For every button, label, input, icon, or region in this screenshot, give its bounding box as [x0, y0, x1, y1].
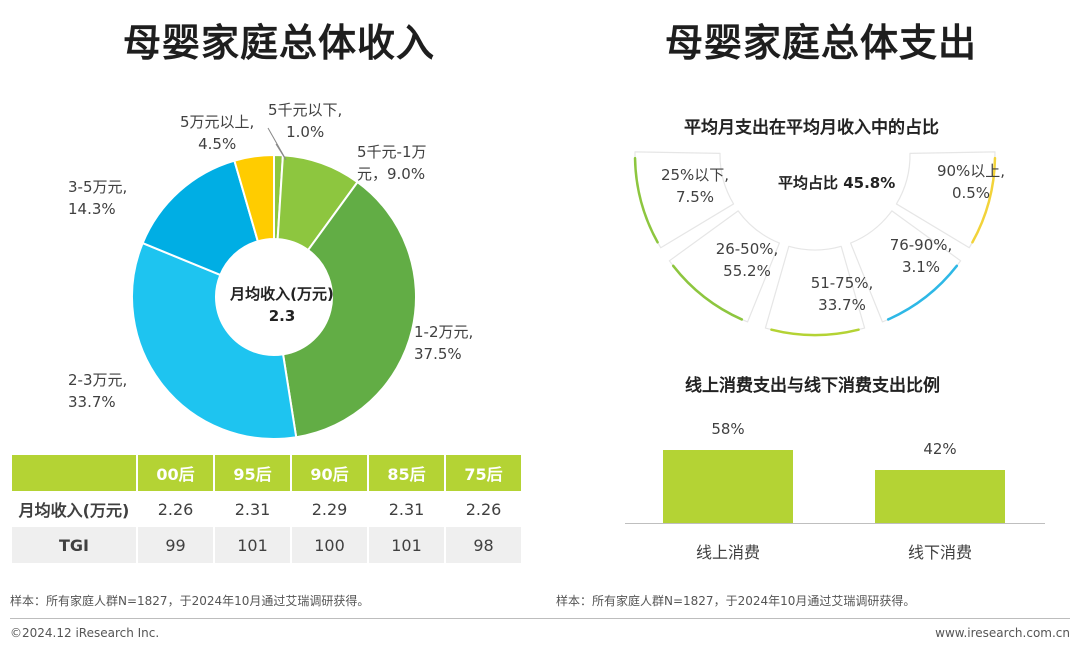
table-cell: 99	[138, 527, 213, 563]
left-sample-note: 样本：所有家庭人群N=1827，于2024年10月通过艾瑞调研获得。	[10, 594, 370, 608]
arc-card-51-75-accent	[770, 328, 860, 337]
income-donut-chart	[131, 127, 417, 440]
table-cell: 2.31	[215, 491, 290, 527]
table-row: TGI 99 101 100 101 98	[12, 527, 521, 563]
table-header-cell: 75后	[446, 455, 521, 491]
left-title: 母婴家庭总体收入	[123, 21, 436, 65]
table-header-cell: 00后	[138, 455, 213, 491]
donut-center-value: 2.3	[268, 307, 296, 325]
bar-category-label: 线下消费	[907, 543, 972, 562]
footer-divider	[10, 618, 1070, 619]
bar-baseline	[625, 523, 1045, 524]
arc-card-label-76-90: 76-90%, 3.1%	[889, 236, 953, 276]
table-header-cell: 85后	[369, 455, 444, 491]
bar-value-label: 42%	[923, 440, 957, 459]
table-cell: 101	[369, 527, 444, 563]
bar-category-label: 线上消费	[695, 543, 760, 562]
arc-card-label-26-50: 26-50%, 55.2%	[715, 240, 779, 280]
table-header-cell: 95后	[215, 455, 290, 491]
footer-copyright: ©2024.12 iResearch Inc.	[10, 626, 160, 640]
arc-card-label-over-90: 90%以上, 0.5%	[936, 162, 1006, 202]
arc-card-over-90-accent	[971, 156, 997, 244]
average-ratio-label: 平均占比 45.8%	[778, 174, 896, 192]
slice-label-20k-30k: 2-3万元, 33.7%	[68, 371, 128, 411]
slice-over-50k	[233, 153, 275, 243]
arc-chart-title: 平均月支出在平均月收入中的占比	[684, 118, 939, 138]
slice-label-10k-20k: 1-2万元, 37.5%	[414, 323, 474, 363]
bar-chart-title: 线上消费支出与线下消费支出比例	[685, 376, 940, 396]
arc-card-label-51-75: 51-75%, 33.7%	[810, 274, 874, 314]
table-cell: 2.31	[369, 491, 444, 527]
slice-label-30k-50k: 3-5万元, 14.3%	[68, 178, 128, 218]
slice-label-over-50k: 5万元以上, 4.5%	[180, 113, 255, 153]
spend-ratio-arc-chart	[633, 151, 997, 337]
arc-card-under-25-accent	[633, 156, 659, 244]
table-cell: 100	[292, 527, 367, 563]
bar-offline	[875, 470, 1005, 523]
table-cell: 2.26	[138, 491, 213, 527]
arc-card-76-90-accent	[886, 264, 959, 321]
footer-website: www.iresearch.com.cn	[935, 626, 1070, 640]
table-cell: 2.29	[292, 491, 367, 527]
bar-online	[663, 449, 793, 523]
table-row: 月均收入(万元) 2.26 2.31 2.29 2.31 2.26	[12, 491, 521, 527]
table-header-cell	[12, 455, 136, 491]
arc-card-label-under-25: 25%以下, 7.5%	[660, 166, 730, 206]
slice-label-under-5k: 5千元以下, 1.0%	[268, 101, 343, 141]
income-tgi-table: 00后 95后 90后 85后 75后 月均收入(万元) 2.26 2.31 2…	[10, 455, 523, 563]
slice-10k-20k	[281, 180, 417, 439]
donut-center-label: 月均收入(万元) 2.3	[206, 283, 358, 327]
right-sample-note: 样本：所有家庭人群N=1827，于2024年10月通过艾瑞调研获得。	[556, 594, 916, 608]
table-cell: 2.26	[446, 491, 521, 527]
donut-center-caption: 月均收入(万元)	[230, 285, 334, 303]
table-header-cell: 90后	[292, 455, 367, 491]
arc-card-26-50-accent	[671, 264, 744, 321]
slice-20k-30k	[131, 241, 298, 440]
table-cell: 101	[215, 527, 290, 563]
table-row-header: 月均收入(万元)	[12, 491, 136, 527]
leader-line	[267, 127, 286, 159]
bar-value-label: 58%	[711, 419, 745, 438]
online-offline-bar-chart: 58% 线上消费 42% 线下消费	[625, 405, 1045, 565]
table-cell: 98	[446, 527, 521, 563]
table-header-row: 00后 95后 90后 85后 75后	[12, 455, 521, 491]
table-row-header: TGI	[12, 527, 136, 563]
right-title: 母婴家庭总体支出	[665, 21, 978, 65]
slice-label-5k-10k: 5千元-1万 元，9.0%	[357, 143, 427, 183]
